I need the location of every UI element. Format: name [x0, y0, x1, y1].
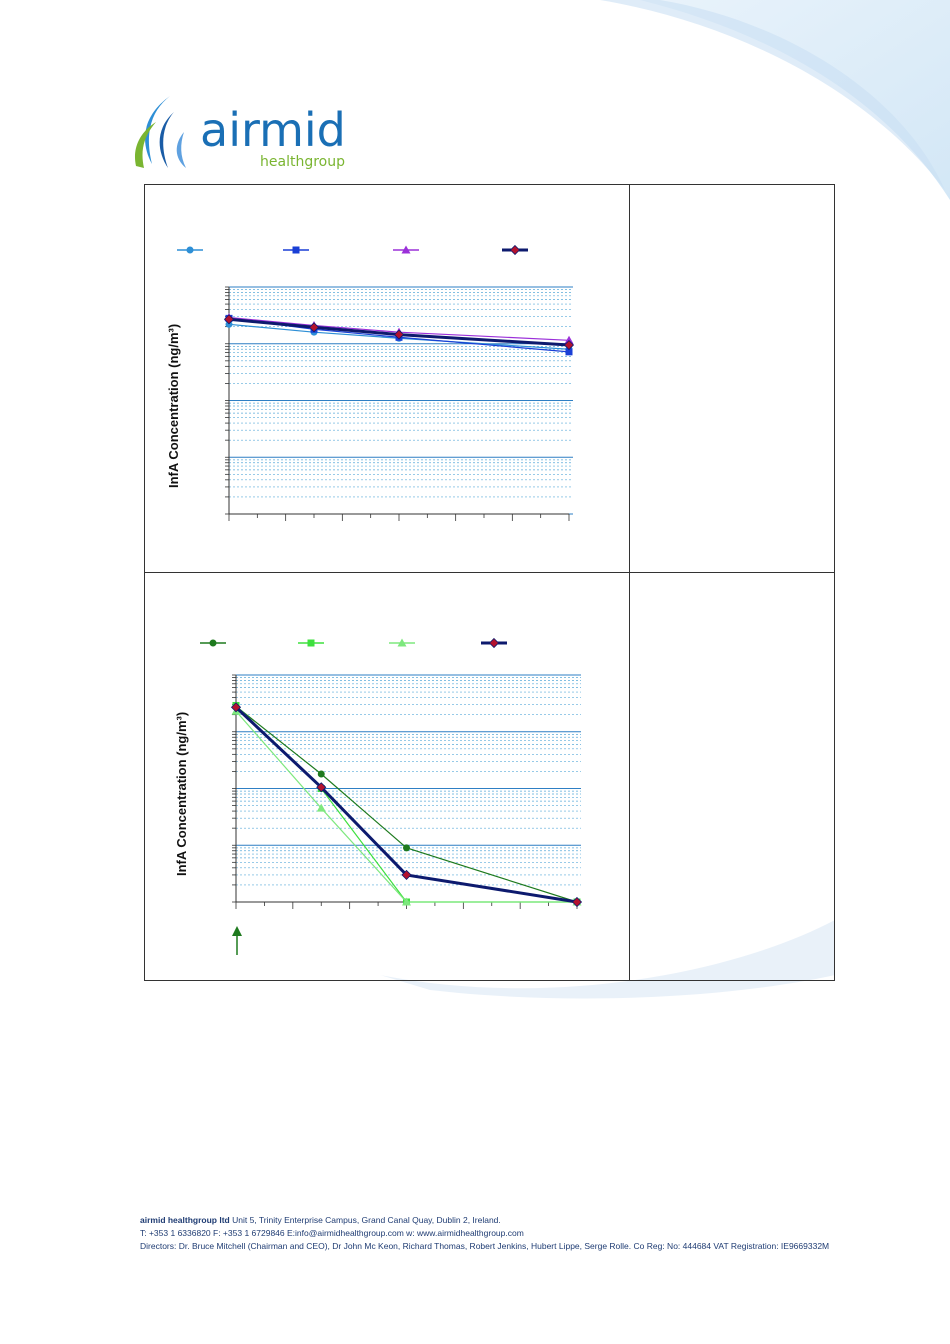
series-line — [234, 706, 578, 904]
footer-company: airmid healthgroup ltd — [140, 1215, 230, 1225]
data-point — [565, 348, 573, 356]
data-point — [401, 869, 412, 880]
series-line — [228, 317, 570, 347]
footer-line-1: airmid healthgroup ltd Unit 5, Trinity E… — [140, 1214, 840, 1227]
figure-table — [144, 184, 835, 981]
legend-marker — [397, 638, 407, 647]
legend-marker — [488, 637, 500, 649]
data-point — [571, 896, 583, 908]
legend-marker — [209, 639, 217, 647]
legend-marker — [401, 245, 411, 254]
data-point — [316, 782, 327, 793]
data-point — [403, 844, 410, 852]
series-line — [235, 710, 577, 903]
data-point — [563, 339, 575, 351]
legend-marker — [307, 639, 315, 647]
logo-tagline: healthgroup — [260, 154, 345, 170]
chart-1 — [177, 244, 575, 521]
airmid-logo: airmid healthgroup — [134, 96, 346, 170]
legend-marker — [509, 244, 521, 256]
table-column-divider — [629, 185, 630, 980]
data-point — [393, 329, 405, 340]
data-point — [230, 702, 242, 713]
footer: airmid healthgroup ltd Unit 5, Trinity E… — [140, 1214, 840, 1253]
footer-address: Unit 5, Trinity Enterprise Campus, Grand… — [232, 1215, 501, 1225]
chart-2 — [200, 637, 583, 909]
series-line — [228, 316, 570, 341]
intervention-arrow — [232, 926, 242, 955]
legend-marker — [186, 246, 194, 254]
data-point — [564, 335, 574, 344]
series-line — [235, 705, 578, 903]
table-row-divider — [145, 572, 834, 573]
series-line — [228, 323, 570, 350]
footer-directors: Directors: Dr. Bruce Mitchell (Chairman … — [140, 1241, 830, 1251]
data-point — [223, 314, 235, 325]
chart-1-ylabel: InfA Concentration (ng/m³) — [166, 324, 181, 488]
legend-marker — [292, 246, 300, 254]
data-point — [308, 322, 320, 333]
logo-wordmark: airmid — [200, 103, 346, 157]
data-point — [316, 803, 326, 812]
footer-contact: T: +353 1 6336820 F: +353 1 6729846 E:in… — [140, 1228, 524, 1238]
data-point — [402, 897, 411, 906]
chart-2-ylabel: InfA Concentration (ng/m³) — [174, 712, 189, 876]
data-point — [317, 770, 325, 778]
